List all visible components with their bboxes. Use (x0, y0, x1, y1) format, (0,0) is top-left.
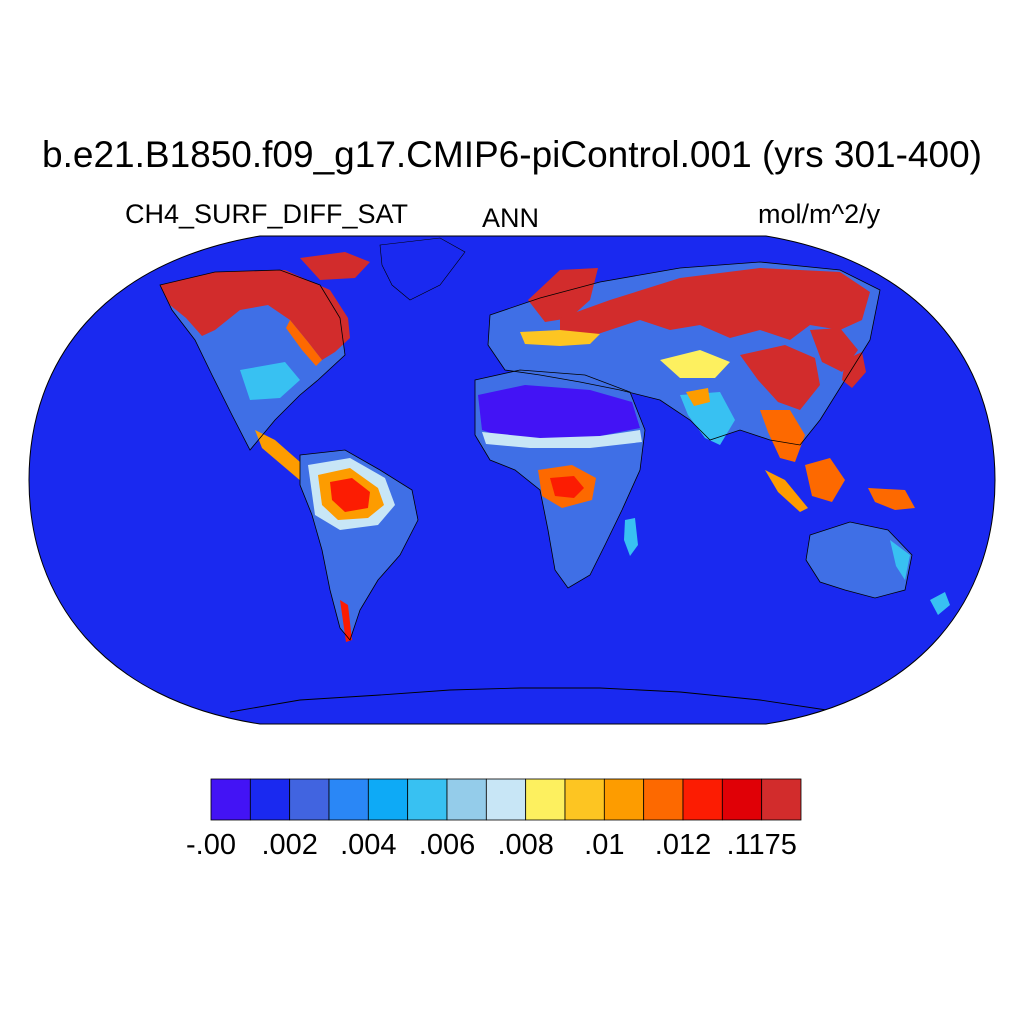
colorbar-box-10 (603, 778, 645, 821)
australia-east-edge (890, 540, 910, 580)
patagonia (340, 600, 352, 642)
japan (842, 352, 866, 388)
colorbar-box-14 (761, 778, 802, 821)
africa-coast (474, 369, 646, 589)
sahara (478, 385, 640, 440)
congo-core (550, 476, 584, 498)
colorbar-box-6 (446, 778, 487, 821)
greenland-land (379, 237, 466, 301)
east-asia-high (740, 345, 820, 410)
us-south (240, 362, 300, 400)
borneo (805, 458, 845, 502)
new-zealand (930, 592, 950, 615)
sahel-band (482, 430, 642, 448)
new-guinea (868, 488, 915, 510)
europe-band (520, 330, 600, 346)
colorbar-box-9 (564, 778, 605, 821)
colorbar-box-3 (328, 778, 369, 821)
colorbar-box-12 (682, 778, 723, 821)
antarctica-coast (229, 687, 841, 713)
colorbar-box-1 (249, 778, 291, 821)
north-america-coast (159, 269, 346, 451)
season-label: ANN (482, 203, 540, 233)
north-america-boreal-high (160, 270, 350, 360)
colorbar-box-4 (367, 778, 409, 821)
amazon-high (330, 478, 370, 512)
colorbar-box-8 (525, 778, 566, 821)
central-asia-spots (660, 350, 730, 378)
variable-label: CH4_SURF_DIFF_SAT (125, 199, 409, 229)
madagascar (624, 518, 638, 556)
scandinavia (528, 268, 598, 322)
central-america (255, 430, 312, 482)
colorbar-box-5 (407, 778, 448, 821)
sumatra (765, 470, 808, 512)
colorbar-tick-label: .004 (340, 829, 397, 861)
colorbar-box-2 (289, 778, 330, 821)
australia-coast (805, 521, 913, 599)
colorbar-box-0 (210, 778, 251, 821)
colorbar-tick-label: -.00 (186, 829, 236, 861)
colorbar-box-7 (485, 778, 527, 821)
colorbar-tick-label: .002 (261, 829, 318, 861)
eurasia-coast (487, 261, 881, 446)
colorbar-tick-label: .008 (497, 829, 554, 861)
colorbar-tick-label: .006 (418, 829, 476, 861)
south-america-coast (299, 449, 419, 641)
colorbar-tick-label: .1175 (726, 829, 797, 861)
plot-title: b.e21.B1850.f09_g17.CMIP6-piControl.001 … (42, 134, 982, 175)
australia-land (806, 522, 912, 598)
india-east (686, 388, 710, 406)
canada-edge (286, 320, 322, 366)
siberia-high (560, 268, 870, 340)
canada-arctic-high (300, 252, 370, 280)
indochina (760, 410, 805, 462)
colorbar-tick-label: .01 (584, 829, 625, 861)
colorbar-box-13 (721, 778, 763, 821)
globe-border (28, 235, 996, 725)
units-label: mol/m^2/y (758, 199, 881, 229)
coastlines (159, 261, 913, 641)
colorbar-box-11 (643, 778, 684, 821)
colorbar-tick-label: .012 (654, 829, 712, 861)
colorbar (210, 778, 802, 821)
